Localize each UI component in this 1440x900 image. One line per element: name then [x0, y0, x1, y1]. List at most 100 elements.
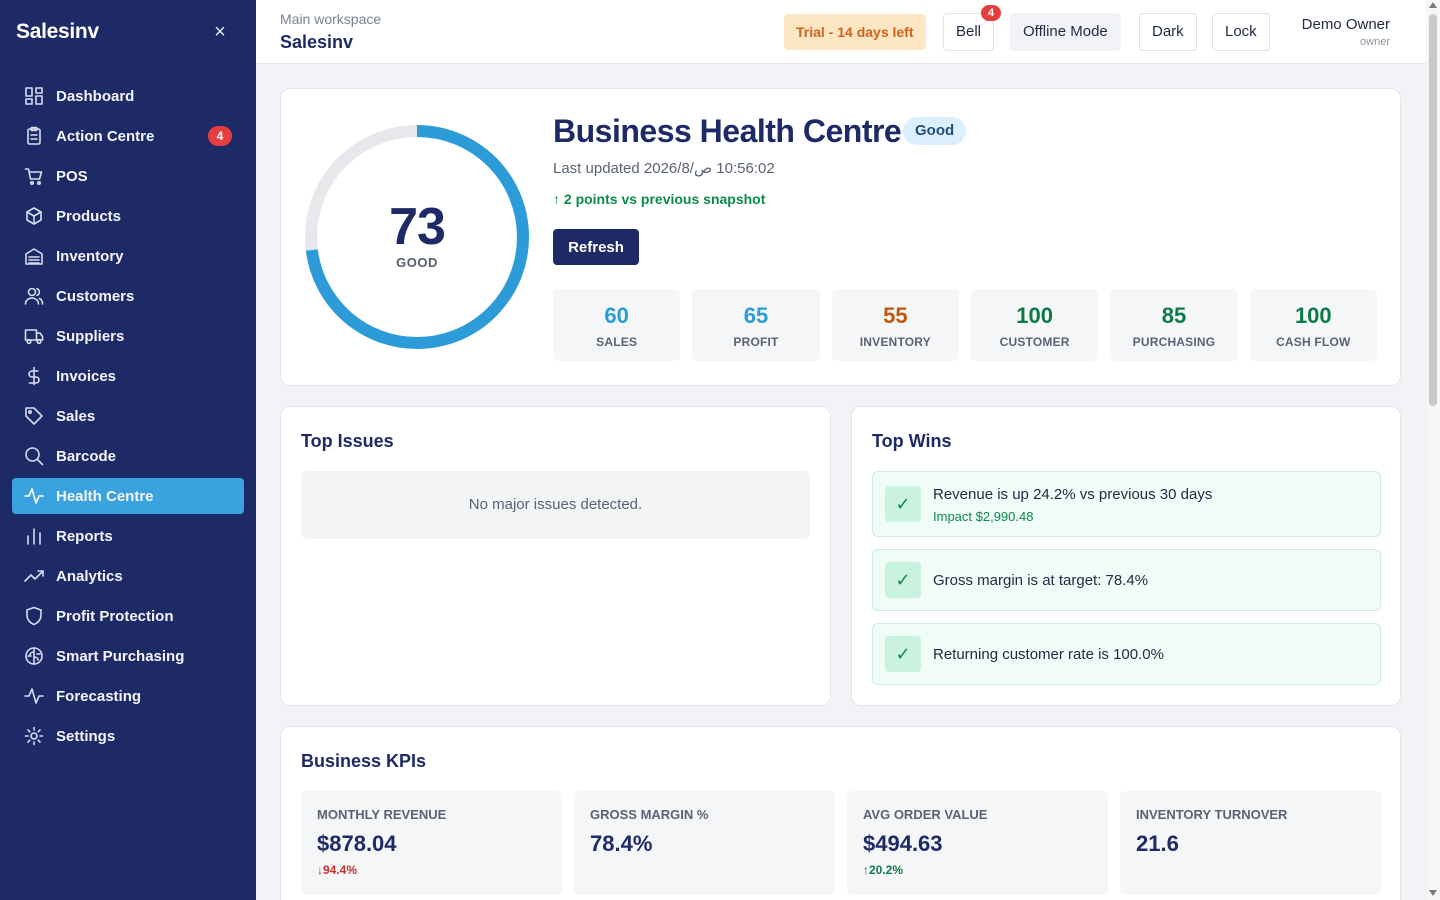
- trial-badge[interactable]: Trial - 14 days left: [784, 14, 926, 50]
- win-impact: Impact $2,990.48: [933, 509, 1034, 524]
- sidebar-item-reports[interactable]: Reports: [12, 518, 244, 554]
- cart-icon: [24, 166, 44, 186]
- subscore-value: 60: [604, 303, 629, 328]
- win-item: ✓ Gross margin is at target: 78.4%: [872, 549, 1381, 611]
- workspace-label: Main workspace: [280, 11, 382, 27]
- gear-icon: [24, 726, 44, 746]
- sidebar-item-label: Reports: [56, 527, 113, 545]
- subscore-label: CASH FLOW: [1276, 335, 1351, 349]
- scroll-up-arrow-icon[interactable]: [1429, 2, 1437, 8]
- action-centre-badge: 4: [208, 126, 232, 146]
- health-score-value: 73: [389, 198, 446, 256]
- user-name[interactable]: Demo Owner: [1301, 16, 1390, 33]
- sidebar-item-inventory[interactable]: Inventory: [12, 238, 244, 274]
- subscore-value: 85: [1161, 303, 1187, 328]
- subscore-label: SALES: [596, 335, 638, 349]
- subscore-label: INVENTORY: [859, 335, 931, 349]
- sidebar-item-smart-purchasing[interactable]: Smart Purchasing: [12, 638, 244, 674]
- lock-button[interactable]: Lock: [1212, 13, 1270, 51]
- sidebar-item-label: Inventory: [56, 247, 124, 265]
- sidebar-item-label: Analytics: [56, 567, 123, 585]
- sidebar-item-health-centre[interactable]: Health Centre: [12, 478, 244, 514]
- sidebar-item-sales[interactable]: Sales: [12, 398, 244, 434]
- check-icon: ✓: [885, 486, 921, 522]
- subscore-cash-flow: 100 CASH FLOW: [1249, 289, 1377, 361]
- scrollbar-thumb[interactable]: [1429, 14, 1437, 406]
- sidebar-item-label: Invoices: [56, 367, 117, 385]
- sidebar-item-action-centre[interactable]: Action Centre 4: [12, 118, 244, 154]
- health-summary-card: 73 GOOD Business Health Centre Good Last…: [280, 88, 1401, 386]
- subscore-value: 65: [743, 303, 769, 328]
- page-title: Business Health Centre: [553, 113, 902, 149]
- page-scrollbar[interactable]: [1426, 0, 1440, 900]
- health-score-gauge: [305, 125, 529, 349]
- scroll-down-arrow-icon[interactable]: [1429, 890, 1437, 896]
- kpi-value: $494.63: [863, 831, 943, 856]
- users-icon: [24, 286, 44, 306]
- refresh-button[interactable]: Refresh: [553, 229, 639, 265]
- shield-icon: [24, 606, 44, 626]
- sidebar-item-barcode[interactable]: Barcode: [12, 438, 244, 474]
- sidebar-item-dashboard[interactable]: Dashboard: [12, 78, 244, 114]
- kpi-delta: ↑20.2%: [863, 863, 904, 877]
- win-item: ✓ Returning customer rate is 100.0%: [872, 623, 1381, 685]
- brand-logo: Salesinv: [16, 20, 99, 43]
- sidebar-item-label: Health Centre: [56, 487, 154, 505]
- sidebar-item-label: Forecasting: [56, 687, 142, 705]
- subscore-customer: 100 CUSTOMER: [970, 289, 1099, 361]
- sidebar-item-label: POS: [56, 167, 88, 185]
- notification-count-badge: 4: [981, 5, 1001, 21]
- sidebar-item-settings[interactable]: Settings: [12, 718, 244, 754]
- sidebar-item-label: Action Centre: [56, 127, 155, 145]
- kpi-gross-margin: GROSS MARGIN % 78.4%: [574, 791, 835, 895]
- sidebar-item-invoices[interactable]: Invoices: [12, 358, 244, 394]
- sidebar-item-label: Customers: [56, 287, 135, 305]
- subscore-label: CUSTOMER: [999, 335, 1070, 349]
- subscore-sales: 60 SALES: [553, 289, 681, 361]
- workspace-name: Salesinv: [280, 32, 354, 52]
- bar-chart-icon: [24, 526, 44, 546]
- dashboard-icon: [24, 86, 44, 106]
- dark-mode-button[interactable]: Dark: [1139, 13, 1197, 51]
- kpi-label: MONTHLY REVENUE: [317, 807, 447, 822]
- check-icon: ✓: [885, 636, 921, 672]
- subscore-list: 60 SALES 65 PROFIT 55 INVENTORY 100 CUST…: [553, 289, 1377, 361]
- sidebar-item-profit-protection[interactable]: Profit Protection: [12, 598, 244, 634]
- dollar-icon: [24, 366, 44, 386]
- subscore-value: 55: [883, 303, 908, 328]
- kpi-value: $878.04: [317, 831, 397, 856]
- sidebar-nav: Dashboard Action Centre 4 POS Products I…: [12, 78, 244, 758]
- top-issues-card: Top Issues No major issues detected.: [280, 406, 831, 706]
- subscore-profit: 65 PROFIT: [692, 289, 820, 361]
- top-issues-title: Top Issues: [301, 431, 394, 451]
- tag-icon: [24, 406, 44, 426]
- score-delta-text: ↑ 2 points vs previous snapshot: [553, 191, 766, 207]
- kpi-monthly-revenue: MONTHLY REVENUE $878.04 ↓94.4%: [301, 791, 562, 895]
- sidebar-item-pos[interactable]: POS: [12, 158, 244, 194]
- check-icon: ✓: [885, 562, 921, 598]
- sidebar-item-label: Smart Purchasing: [56, 647, 185, 665]
- sidebar-item-label: Barcode: [56, 447, 117, 465]
- close-sidebar-icon[interactable]: ×: [214, 21, 226, 43]
- sidebar-item-label: Profit Protection: [56, 607, 174, 625]
- clipboard-icon: [24, 126, 44, 146]
- offline-mode-button[interactable]: Offline Mode: [1010, 13, 1121, 51]
- sidebar-item-customers[interactable]: Customers: [12, 278, 244, 314]
- sidebar-item-products[interactable]: Products: [12, 198, 244, 234]
- brain-icon: [24, 646, 44, 666]
- trend-icon: [24, 566, 44, 586]
- sidebar-item-forecasting[interactable]: Forecasting: [12, 678, 244, 714]
- subscore-inventory: 55 INVENTORY: [831, 289, 959, 361]
- kpi-value: 78.4%: [590, 831, 653, 856]
- box-icon: [24, 206, 44, 226]
- top-wins-title: Top Wins: [872, 431, 952, 451]
- sidebar-item-label: Dashboard: [56, 87, 135, 105]
- health-score-label: GOOD: [396, 255, 438, 270]
- sidebar-item-label: Sales: [56, 407, 96, 425]
- subscore-label: PROFIT: [733, 335, 779, 349]
- sidebar-item-suppliers[interactable]: Suppliers: [12, 318, 244, 354]
- sidebar-item-analytics[interactable]: Analytics: [12, 558, 244, 594]
- top-bar: Main workspace Salesinv Trial - 14 days …: [256, 0, 1426, 64]
- forecast-icon: [24, 686, 44, 706]
- business-kpis-card: Business KPIs MONTHLY REVENUE $878.04 ↓9…: [280, 726, 1401, 900]
